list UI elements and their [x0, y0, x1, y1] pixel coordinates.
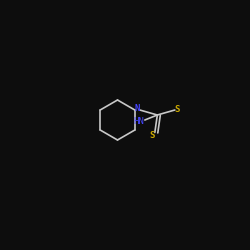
Text: S: S	[150, 130, 155, 140]
Text: S: S	[175, 106, 180, 114]
Text: HN: HN	[133, 117, 144, 126]
Text: N: N	[135, 104, 140, 113]
